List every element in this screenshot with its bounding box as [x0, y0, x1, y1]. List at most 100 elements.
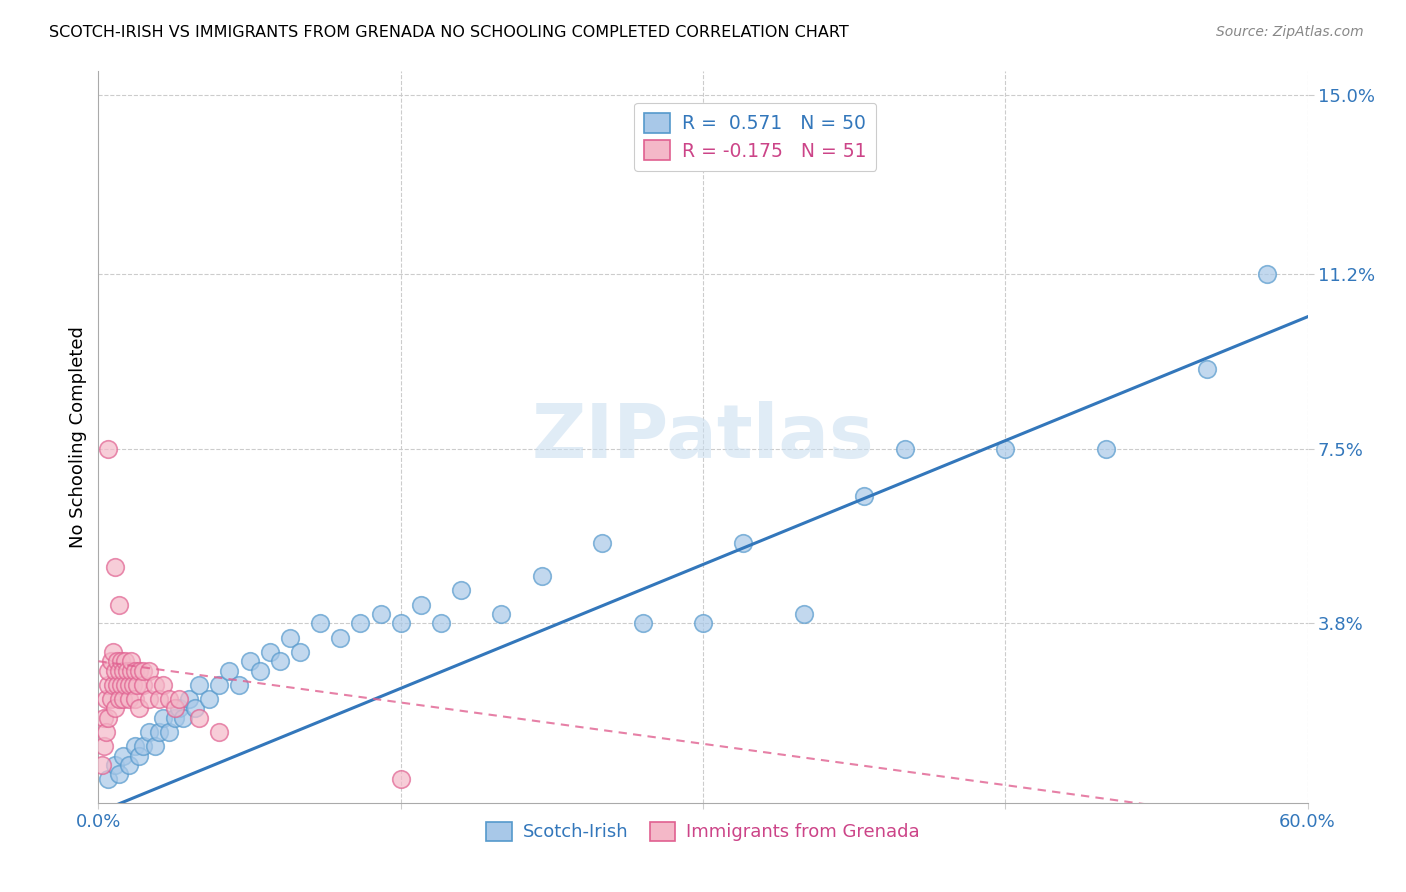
Point — [97, 772, 120, 787]
Point — [120, 654, 142, 668]
Point — [157, 725, 180, 739]
Point — [115, 664, 138, 678]
Point — [269, 654, 291, 668]
Legend: Scotch-Irish, Immigrants from Grenada: Scotch-Irish, Immigrants from Grenada — [479, 814, 927, 848]
Point — [103, 559, 125, 574]
Point — [120, 664, 142, 678]
Point — [132, 739, 155, 754]
Point — [138, 692, 160, 706]
Point — [239, 654, 262, 668]
Point — [1195, 361, 1218, 376]
Point — [184, 701, 207, 715]
Point — [143, 739, 166, 754]
Point — [96, 692, 118, 706]
Point — [208, 725, 231, 739]
Point — [152, 711, 174, 725]
Point — [893, 442, 915, 456]
Point — [97, 678, 120, 692]
Point — [124, 692, 146, 706]
Point — [172, 711, 194, 725]
Point — [103, 701, 125, 715]
Point — [110, 678, 132, 692]
Text: Source: ZipAtlas.com: Source: ZipAtlas.com — [1216, 25, 1364, 39]
Point — [143, 678, 166, 692]
Point — [148, 725, 170, 739]
Point — [138, 725, 160, 739]
Point — [163, 711, 186, 725]
Point — [128, 748, 150, 763]
Point — [179, 692, 201, 706]
Point — [103, 664, 125, 678]
Point — [218, 664, 240, 678]
Point — [101, 645, 124, 659]
Point — [530, 569, 553, 583]
Point — [157, 692, 180, 706]
Point — [107, 664, 129, 678]
Point — [100, 692, 122, 706]
Point — [288, 645, 311, 659]
Point — [208, 678, 231, 692]
Point — [631, 616, 654, 631]
Point — [163, 701, 186, 715]
Point — [96, 725, 118, 739]
Point — [93, 711, 115, 725]
Point — [97, 664, 120, 678]
Point — [389, 772, 412, 787]
Point — [118, 692, 141, 706]
Point — [793, 607, 815, 621]
Point — [994, 442, 1017, 456]
Point — [188, 711, 211, 725]
Point — [97, 442, 120, 456]
Point — [93, 739, 115, 754]
Text: SCOTCH-IRISH VS IMMIGRANTS FROM GRENADA NO SCHOOLING COMPLETED CORRELATION CHART: SCOTCH-IRISH VS IMMIGRANTS FROM GRENADA … — [49, 25, 849, 40]
Point — [349, 616, 371, 631]
Point — [101, 678, 124, 692]
Point — [278, 631, 301, 645]
Point — [107, 692, 129, 706]
Point — [409, 598, 432, 612]
Point — [370, 607, 392, 621]
Point — [138, 664, 160, 678]
Point — [591, 536, 613, 550]
Point — [853, 489, 876, 503]
Point — [111, 692, 134, 706]
Point — [430, 616, 453, 631]
Point — [1095, 442, 1118, 456]
Point — [121, 678, 143, 692]
Point — [491, 607, 513, 621]
Point — [114, 654, 136, 668]
Point — [124, 739, 146, 754]
Point — [733, 536, 755, 550]
Point — [107, 598, 129, 612]
Point — [128, 701, 150, 715]
Point — [167, 692, 190, 706]
Point — [167, 701, 190, 715]
Point — [389, 616, 412, 631]
Point — [124, 664, 146, 678]
Point — [107, 767, 129, 781]
Point — [128, 664, 150, 678]
Point — [114, 678, 136, 692]
Point — [329, 631, 352, 645]
Point — [111, 748, 134, 763]
Point — [111, 664, 134, 678]
Point — [97, 711, 120, 725]
Point — [118, 678, 141, 692]
Y-axis label: No Schooling Completed: No Schooling Completed — [69, 326, 87, 548]
Point — [1256, 267, 1278, 281]
Point — [105, 654, 128, 668]
Point — [132, 678, 155, 692]
Point — [110, 654, 132, 668]
Point — [103, 758, 125, 772]
Point — [309, 616, 332, 631]
Point — [118, 758, 141, 772]
Point — [125, 678, 148, 692]
Point — [450, 583, 472, 598]
Point — [105, 678, 128, 692]
Point — [188, 678, 211, 692]
Point — [259, 645, 281, 659]
Point — [152, 678, 174, 692]
Point — [100, 654, 122, 668]
Point — [198, 692, 221, 706]
Point — [692, 616, 714, 631]
